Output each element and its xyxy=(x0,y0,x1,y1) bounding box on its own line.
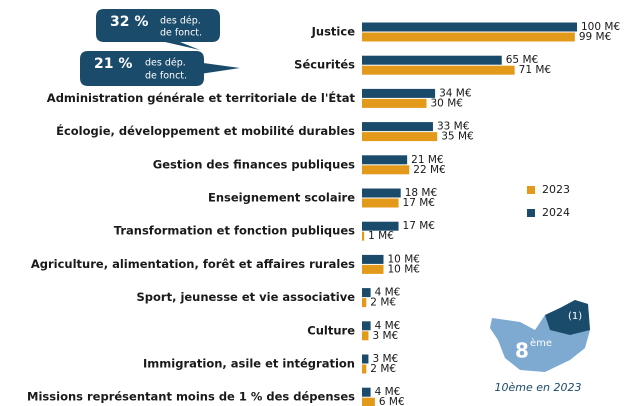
category-label: Sécurités xyxy=(294,58,355,72)
bar xyxy=(362,98,427,108)
callout-bubble xyxy=(80,51,240,86)
value-label: 2 M€ xyxy=(370,363,396,375)
callout-text: de fonct. xyxy=(145,71,187,82)
callout-text: des dép. xyxy=(160,16,201,27)
callout: 32 % des dép. de fonct. xyxy=(96,9,220,50)
category-label: Écologie, développement et mobilité dura… xyxy=(56,123,355,138)
value-label: 35 M€ xyxy=(441,131,473,143)
category-label: Sport, jeunesse et vie associative xyxy=(136,290,355,304)
map-rank-suffix: ème xyxy=(530,337,552,349)
category-label: Transformation et fonction publiques xyxy=(114,224,355,238)
category-label: Enseignement scolaire xyxy=(208,191,355,205)
category-label: Gestion des finances publiques xyxy=(153,157,355,171)
value-label: 6 M€ xyxy=(379,396,405,406)
bar xyxy=(362,254,384,264)
bar xyxy=(362,65,515,75)
value-label: 17 M€ xyxy=(403,197,435,209)
bar xyxy=(362,221,399,231)
category-label: Missions représentant moins de 1 % des d… xyxy=(27,390,355,404)
map-note: (1) xyxy=(568,311,582,322)
value-label: 65 M€ xyxy=(506,54,538,66)
legend-label: 2024 xyxy=(542,206,570,219)
callout: 21 % des dép. de fonct. xyxy=(80,51,240,86)
value-label: 10 M€ xyxy=(388,253,420,265)
value-label: 4 M€ xyxy=(375,386,401,398)
bar xyxy=(362,32,575,42)
value-label: 30 M€ xyxy=(431,97,463,109)
bar xyxy=(362,231,365,241)
bar xyxy=(362,122,433,132)
bar xyxy=(362,88,436,98)
legend-label: 2023 xyxy=(542,183,570,196)
category-label: Immigration, asile et intégration xyxy=(143,357,355,371)
bar xyxy=(362,165,410,175)
value-label: 18 M€ xyxy=(405,187,437,199)
bar xyxy=(362,155,408,165)
value-label: 4 M€ xyxy=(375,287,401,299)
value-label: 99 M€ xyxy=(579,31,611,43)
callout-text: des dép. xyxy=(145,58,186,69)
value-label: 21 M€ xyxy=(411,154,443,166)
value-label: 4 M€ xyxy=(375,320,401,332)
bar xyxy=(362,55,502,65)
category-label: Justice xyxy=(311,25,356,39)
value-label: 3 M€ xyxy=(372,330,398,342)
bar xyxy=(362,132,438,142)
value-label: 22 M€ xyxy=(413,164,445,176)
legend-swatch xyxy=(527,209,535,217)
category-label: Administration générale et territoriale … xyxy=(47,90,356,105)
callout-value: 32 % xyxy=(110,14,148,30)
category-label: Culture xyxy=(307,323,355,337)
bar xyxy=(362,298,367,308)
value-label: 17 M€ xyxy=(403,220,435,232)
bar xyxy=(362,264,384,274)
value-label: 33 M€ xyxy=(437,121,469,133)
region-map: 8 ème (1) 10ème en 2023 xyxy=(490,300,590,394)
map-highlight xyxy=(545,300,590,335)
map-caption: 10ème en 2023 xyxy=(495,381,582,394)
callout-bubble xyxy=(96,9,220,50)
bar xyxy=(362,188,401,198)
bar xyxy=(362,321,371,331)
value-label: 10 M€ xyxy=(388,263,420,275)
bar xyxy=(362,198,399,208)
legend-swatch xyxy=(527,186,535,194)
value-label: 1 M€ xyxy=(368,230,394,242)
value-label: 71 M€ xyxy=(519,64,551,76)
bar xyxy=(362,22,577,32)
category-label: Agriculture, alimentation, forêt et affa… xyxy=(31,257,355,271)
value-label: 100 M€ xyxy=(581,21,620,33)
map-rank: 8 xyxy=(515,339,529,363)
bar xyxy=(362,364,367,374)
bar xyxy=(362,354,369,364)
value-label: 3 M€ xyxy=(372,353,398,365)
bar xyxy=(362,288,371,298)
bar xyxy=(362,397,375,406)
bar xyxy=(362,387,371,397)
callout-text: de fonct. xyxy=(160,28,202,39)
callout-value: 21 % xyxy=(94,56,132,72)
bar xyxy=(362,331,369,341)
value-label: 2 M€ xyxy=(370,297,396,309)
value-label: 34 M€ xyxy=(439,87,471,99)
